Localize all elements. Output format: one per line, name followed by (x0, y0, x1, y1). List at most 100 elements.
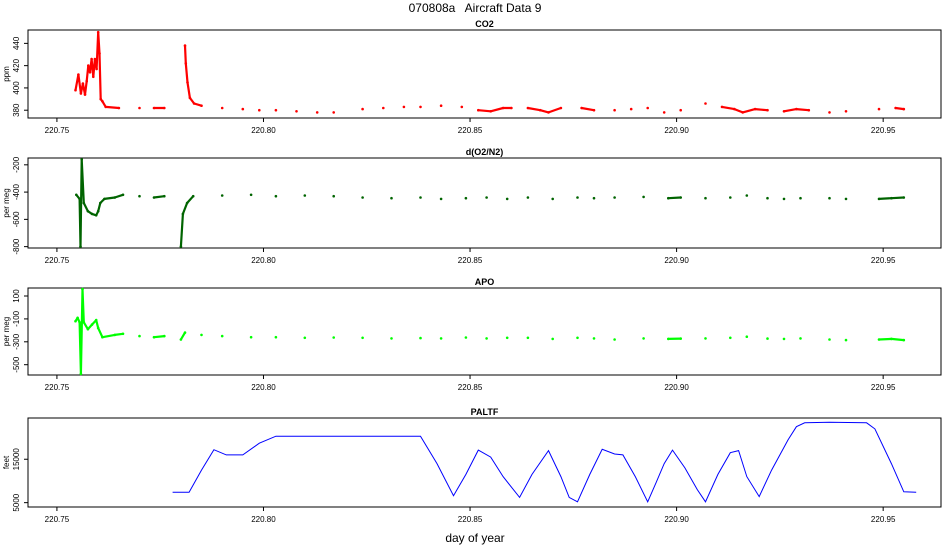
x-tick-label: 220.75 (45, 383, 70, 392)
data-point (485, 337, 488, 340)
data-point (844, 110, 848, 113)
data-point (361, 196, 364, 199)
data-point (526, 196, 530, 199)
y-tick-label: 400 (12, 81, 21, 95)
x-tick-label: 220.90 (664, 515, 689, 524)
x-tick-label: 220.85 (458, 383, 483, 392)
x-tick-label: 220.75 (45, 515, 70, 524)
data-trace (667, 196, 682, 200)
x-axis-title: day of year (445, 531, 505, 545)
data-trace (152, 335, 166, 339)
data-point (249, 193, 253, 197)
data-point (332, 194, 336, 198)
x-tick-label: 220.80 (251, 256, 276, 265)
x-tick-label: 220.95 (871, 126, 896, 135)
y-tick-label: -800 (12, 238, 21, 255)
data-point (629, 107, 633, 111)
data-point (828, 111, 831, 114)
y-tick-label: 15000 (12, 448, 21, 471)
data-trace (183, 44, 203, 107)
data-point (303, 336, 307, 340)
data-point (402, 105, 406, 109)
data-point (390, 196, 393, 200)
plot-frame (27, 287, 942, 376)
data-point (361, 107, 364, 111)
data-trace (152, 195, 166, 199)
data-point (274, 335, 278, 339)
y-tick-label: 5000 (12, 493, 21, 511)
data-point (505, 197, 509, 201)
data-point (551, 197, 554, 201)
data-point (249, 335, 253, 339)
y-tick-label: -100 (12, 310, 21, 327)
data-point (485, 196, 488, 199)
data-point (844, 197, 848, 201)
data-point (439, 197, 443, 201)
x-tick-label: 220.80 (251, 126, 276, 135)
data-trace (877, 337, 905, 342)
y-tick-label: 380 (12, 103, 21, 117)
data-trace (179, 195, 195, 248)
panel-title: d(O2/N2) (466, 147, 504, 157)
data-point (745, 194, 749, 197)
data-point (315, 111, 319, 114)
panel-title: APO (475, 277, 495, 287)
data-point (382, 106, 385, 110)
plot-frame (27, 157, 942, 249)
data-point (642, 337, 645, 340)
panel-title: CO2 (475, 19, 494, 29)
data-point (138, 334, 141, 338)
data-point (613, 196, 616, 199)
y-tick-label: -600 (12, 211, 21, 228)
data-point (274, 108, 278, 112)
data-point (419, 105, 422, 109)
x-tick-label: 220.90 (664, 126, 689, 135)
data-point (464, 336, 468, 339)
data-point (138, 194, 141, 198)
data-point (799, 337, 802, 340)
data-point (576, 196, 579, 199)
data-point (526, 336, 530, 340)
data-point (646, 106, 649, 110)
data-trace (477, 106, 513, 113)
y-axis-label: per meg (2, 317, 11, 346)
data-line (172, 421, 917, 503)
y-axis-label: per meg (2, 188, 11, 217)
data-point (460, 105, 464, 109)
data-point (439, 337, 443, 340)
data-point (704, 102, 707, 105)
data-point (592, 196, 596, 200)
x-tick-label: 220.80 (251, 383, 276, 392)
data-trace (74, 31, 120, 110)
data-trace (782, 108, 810, 113)
data-point (303, 194, 307, 197)
data-point (419, 196, 422, 199)
x-tick-label: 220.85 (458, 256, 483, 265)
x-tick-label: 220.75 (45, 256, 70, 265)
data-trace (74, 288, 125, 375)
data-point (799, 196, 802, 200)
data-trace (75, 158, 125, 248)
x-tick-label: 220.90 (664, 383, 689, 392)
data-trace (526, 106, 562, 114)
data-trace (179, 331, 187, 341)
y-tick-label: -200 (12, 156, 21, 173)
data-point (220, 194, 224, 197)
data-point (576, 336, 579, 340)
x-tick-label: 220.85 (458, 126, 483, 135)
data-point (613, 108, 616, 112)
data-trace (580, 106, 596, 112)
data-point (258, 108, 261, 112)
data-point (200, 333, 203, 337)
x-tick-label: 220.95 (871, 256, 896, 265)
data-point (877, 107, 881, 111)
data-point (390, 337, 393, 340)
data-point (419, 336, 422, 340)
data-point (505, 336, 509, 340)
data-trace (894, 106, 905, 111)
data-point (828, 338, 831, 341)
data-point (439, 104, 443, 107)
plot-frame (27, 417, 942, 508)
data-trace (877, 196, 905, 200)
